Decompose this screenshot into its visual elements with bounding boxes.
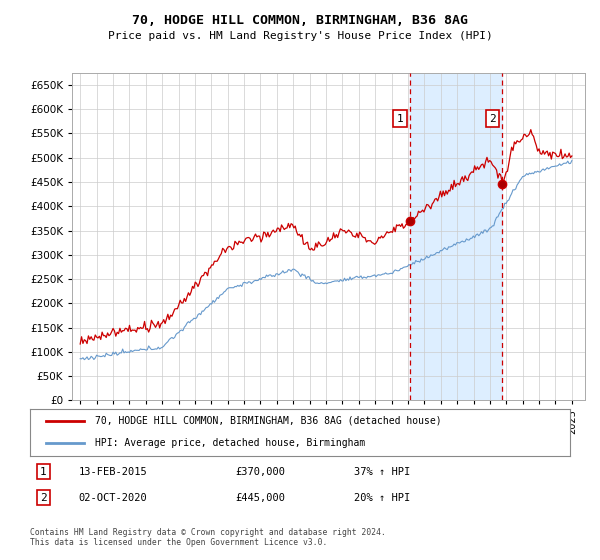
Text: £370,000: £370,000 bbox=[235, 466, 285, 477]
Text: 1: 1 bbox=[40, 466, 47, 477]
Text: 02-OCT-2020: 02-OCT-2020 bbox=[79, 493, 148, 503]
Text: 37% ↑ HPI: 37% ↑ HPI bbox=[354, 466, 410, 477]
Text: 70, HODGE HILL COMMON, BIRMINGHAM, B36 8AG: 70, HODGE HILL COMMON, BIRMINGHAM, B36 8… bbox=[132, 14, 468, 27]
Text: 2: 2 bbox=[489, 114, 496, 124]
Text: 2: 2 bbox=[40, 493, 47, 503]
Text: 1: 1 bbox=[397, 114, 403, 124]
Text: Contains HM Land Registry data © Crown copyright and database right 2024.
This d: Contains HM Land Registry data © Crown c… bbox=[30, 528, 386, 547]
Bar bbox=[410, 73, 502, 400]
Text: HPI: Average price, detached house, Birmingham: HPI: Average price, detached house, Birm… bbox=[95, 438, 365, 448]
Text: Price paid vs. HM Land Registry's House Price Index (HPI): Price paid vs. HM Land Registry's House … bbox=[107, 31, 493, 41]
Text: 70, HODGE HILL COMMON, BIRMINGHAM, B36 8AG (detached house): 70, HODGE HILL COMMON, BIRMINGHAM, B36 8… bbox=[95, 416, 442, 426]
Text: £445,000: £445,000 bbox=[235, 493, 285, 503]
Text: 13-FEB-2015: 13-FEB-2015 bbox=[79, 466, 148, 477]
Text: 20% ↑ HPI: 20% ↑ HPI bbox=[354, 493, 410, 503]
